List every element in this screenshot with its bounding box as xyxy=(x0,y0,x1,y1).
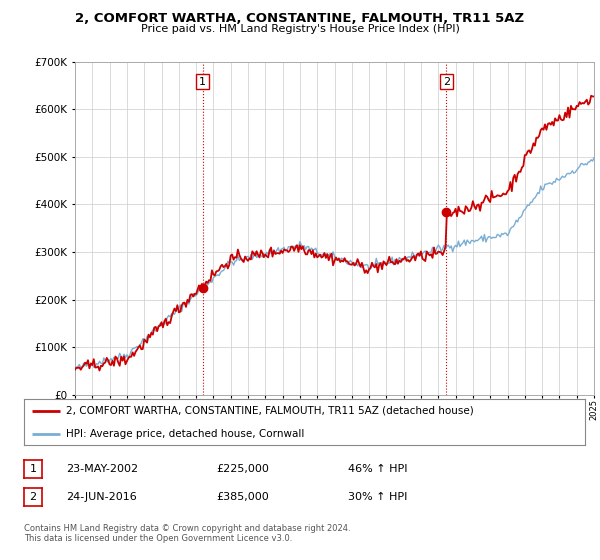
Text: This data is licensed under the Open Government Licence v3.0.: This data is licensed under the Open Gov… xyxy=(24,534,292,543)
Text: 1: 1 xyxy=(29,464,37,474)
Text: £385,000: £385,000 xyxy=(216,492,269,502)
Text: £225,000: £225,000 xyxy=(216,464,269,474)
Text: 2, COMFORT WARTHA, CONSTANTINE, FALMOUTH, TR11 5AZ (detached house): 2, COMFORT WARTHA, CONSTANTINE, FALMOUTH… xyxy=(66,406,474,416)
Text: 1: 1 xyxy=(199,77,206,87)
Text: 46% ↑ HPI: 46% ↑ HPI xyxy=(348,464,407,474)
Text: 2: 2 xyxy=(443,77,450,87)
Text: 23-MAY-2002: 23-MAY-2002 xyxy=(66,464,138,474)
Text: HPI: Average price, detached house, Cornwall: HPI: Average price, detached house, Corn… xyxy=(66,429,304,438)
Text: 2, COMFORT WARTHA, CONSTANTINE, FALMOUTH, TR11 5AZ: 2, COMFORT WARTHA, CONSTANTINE, FALMOUTH… xyxy=(76,12,524,25)
Text: Price paid vs. HM Land Registry's House Price Index (HPI): Price paid vs. HM Land Registry's House … xyxy=(140,24,460,34)
Text: 30% ↑ HPI: 30% ↑ HPI xyxy=(348,492,407,502)
Text: 2: 2 xyxy=(29,492,37,502)
Text: 24-JUN-2016: 24-JUN-2016 xyxy=(66,492,137,502)
Text: Contains HM Land Registry data © Crown copyright and database right 2024.: Contains HM Land Registry data © Crown c… xyxy=(24,524,350,533)
